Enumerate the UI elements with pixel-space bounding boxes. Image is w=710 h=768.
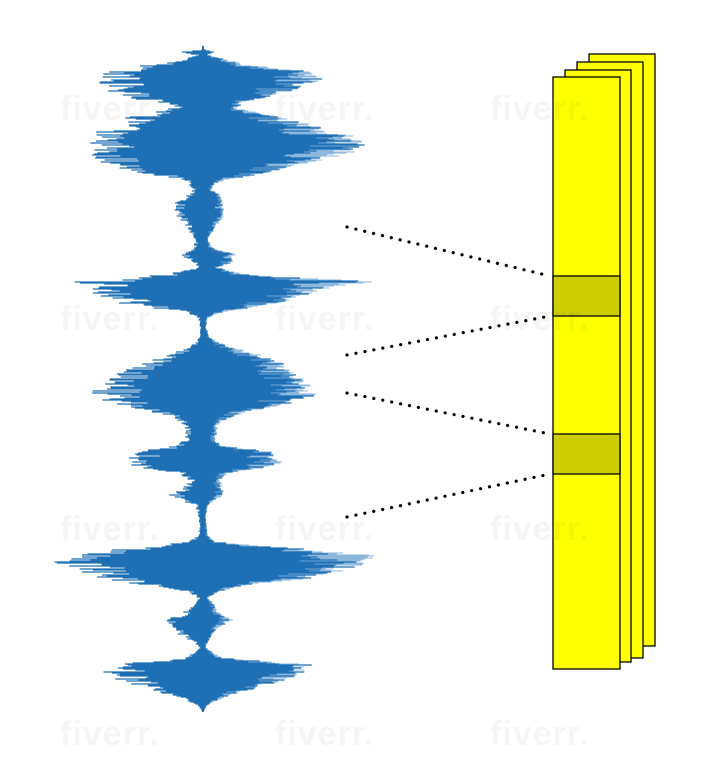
waveform-body xyxy=(54,49,365,711)
dotted-connector-line xyxy=(345,314,552,357)
audio-waveform xyxy=(54,46,375,712)
frame-window-upper xyxy=(552,275,621,317)
frame-window-lower xyxy=(552,433,621,475)
dotted-connector-line xyxy=(345,391,552,436)
waveform-fringe xyxy=(204,50,375,711)
feature-frame-stack xyxy=(552,53,656,670)
frame-sheet xyxy=(552,76,621,670)
dotted-connectors xyxy=(345,225,552,519)
dotted-connector-line xyxy=(345,472,552,519)
dotted-connector-line xyxy=(345,225,552,278)
